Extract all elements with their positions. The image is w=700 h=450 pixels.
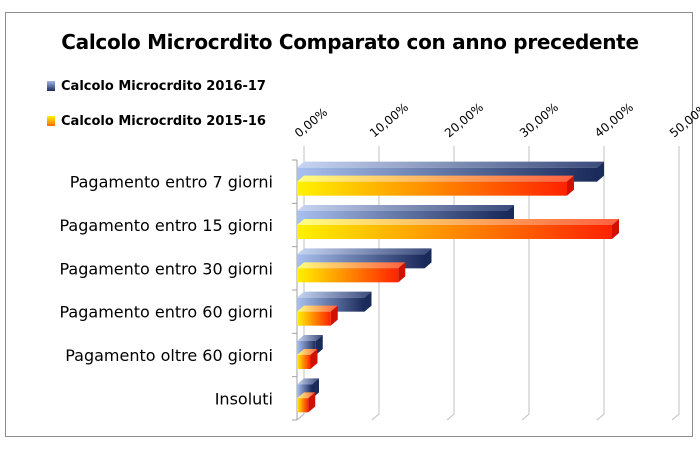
- category-label: Pagamento oltre 60 giorni: [65, 346, 273, 365]
- category-label: Pagamento entro 30 giorni: [60, 259, 274, 278]
- bar-top-series2: [297, 392, 316, 399]
- bar-top-series1: [297, 205, 514, 211]
- bar-end-series2: [330, 305, 338, 326]
- bar-series2: [297, 311, 331, 326]
- bar-top-series2: [297, 219, 619, 225]
- tick-label: 50,00%: [667, 100, 700, 140]
- gridline: [596, 146, 605, 421]
- bar-top-series1: [297, 161, 604, 168]
- chart-title: Calcolo Microcrdito Comparato con anno p…: [61, 30, 639, 54]
- bar-series2: [297, 268, 399, 283]
- tick-label: 0,00%: [292, 105, 330, 140]
- bar-end-series2: [612, 219, 619, 239]
- bar-end-series2: [398, 262, 406, 283]
- bar-top-series1: [297, 378, 319, 385]
- legend-item-series1: Calcolo Microcrdito 2016-17: [47, 78, 266, 94]
- bar-top-series2: [297, 175, 574, 182]
- tick-label: 40,00%: [592, 100, 636, 140]
- bar-top-series1: [297, 291, 372, 298]
- bar-series2: [297, 355, 311, 369]
- category-label: Pagamento entro 15 giorni: [60, 216, 274, 235]
- bar-end-series1: [597, 161, 604, 182]
- category-label: Insoluti: [215, 389, 273, 408]
- tick-label: 10,00%: [367, 100, 411, 140]
- legend-swatch-series2: [47, 116, 55, 126]
- bar-end-series2: [310, 349, 318, 369]
- legend-swatch-series1: [47, 81, 55, 91]
- bar-end-series2: [567, 175, 574, 196]
- legend-item-series2: Calcolo Microcrdito 2015-16: [47, 113, 266, 129]
- bar-end-series2: [308, 392, 316, 413]
- bar-top-series1: [297, 335, 323, 341]
- category-label: Pagamento entro 7 giorni: [70, 173, 273, 192]
- bar-top-series1: [297, 248, 432, 255]
- bar-end-series1: [364, 291, 372, 312]
- bars-layer: [297, 161, 619, 413]
- legend-label-series2: Calcolo Microcrdito 2015-16: [61, 113, 266, 129]
- legend-label-series1: Calcolo Microcrdito 2016-17: [61, 78, 266, 94]
- bar-top-series2: [297, 262, 406, 269]
- tick-label: 30,00%: [517, 100, 561, 140]
- bar-series2: [297, 181, 567, 196]
- bar-top-series2: [297, 349, 318, 355]
- tick-label: 20,00%: [442, 100, 486, 140]
- bar-end-series1: [424, 248, 432, 269]
- category-label: Pagamento entro 60 giorni: [60, 303, 274, 322]
- gridline: [671, 146, 680, 421]
- bar-series2: [297, 398, 309, 413]
- bar-series2: [297, 225, 612, 239]
- bar-top-series2: [297, 305, 338, 312]
